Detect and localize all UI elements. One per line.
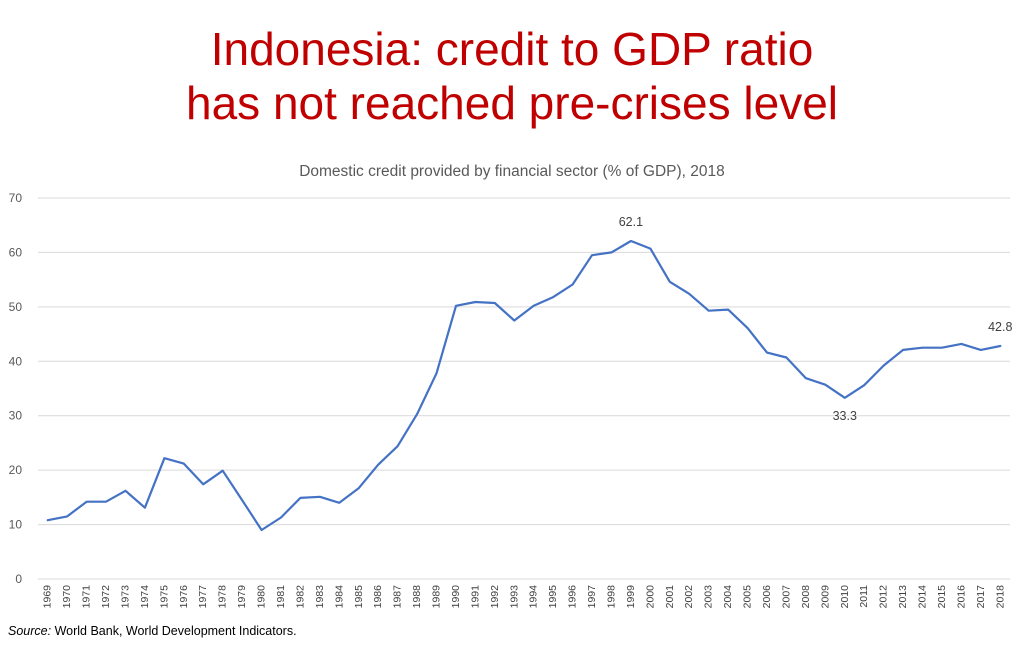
y-tick-label: 50 xyxy=(9,300,23,314)
y-tick-label: 60 xyxy=(9,245,23,259)
x-tick-label: 2002 xyxy=(683,585,695,609)
y-tick-label: 10 xyxy=(9,518,23,532)
x-tick-label: 1991 xyxy=(469,585,481,609)
x-tick-label: 2014 xyxy=(917,585,929,609)
x-tick-label: 2005 xyxy=(742,585,754,609)
x-tick-label: 2008 xyxy=(800,585,812,609)
y-tick-label: 40 xyxy=(9,354,23,368)
source-note: Source: World Bank, World Development In… xyxy=(8,624,297,638)
x-tick-label: 1999 xyxy=(625,585,637,609)
series-layer xyxy=(46,239,1002,532)
x-tick-label: 2006 xyxy=(761,585,773,609)
x-tick-label: 1987 xyxy=(392,585,404,609)
x-tick-label: 1993 xyxy=(508,585,520,609)
x-tick-label: 1985 xyxy=(353,585,365,609)
data-labels: 62.1 33.3 42.8 xyxy=(619,215,1013,423)
x-tick-label: 1974 xyxy=(139,585,151,609)
source-label: Source: xyxy=(8,624,52,638)
x-tick-label: 1990 xyxy=(450,585,462,609)
x-tick-label: 1981 xyxy=(275,585,287,609)
series-line xyxy=(46,239,1002,532)
x-tick-label: 1971 xyxy=(81,585,93,609)
x-tick-label: 1977 xyxy=(197,585,209,609)
x-tick-label: 2009 xyxy=(819,585,831,609)
x-tick-label: 2011 xyxy=(858,585,870,608)
x-tick-label: 1992 xyxy=(489,585,501,609)
slide-title-line-2: has not reached pre-crises level xyxy=(186,77,838,129)
x-tick-label: 1995 xyxy=(547,585,559,609)
gridlines xyxy=(38,197,1010,580)
y-tick-label: 20 xyxy=(9,463,23,477)
x-tick-label: 2017 xyxy=(975,585,987,609)
x-tick-label: 1982 xyxy=(294,585,306,609)
x-tick-label: 1983 xyxy=(314,585,326,609)
slide-title-line-1: Indonesia: credit to GDP ratio xyxy=(210,23,814,75)
x-tick-label: 2003 xyxy=(703,585,715,609)
x-tick-label: 1978 xyxy=(217,585,229,609)
x-tick-label: 2012 xyxy=(878,585,890,609)
x-tick-label: 1984 xyxy=(333,585,345,609)
x-tick-label: 1976 xyxy=(178,585,190,609)
x-tick-label: 1980 xyxy=(256,585,268,609)
x-tick-label: 1972 xyxy=(100,585,112,609)
x-tick-label: 1986 xyxy=(372,585,384,609)
x-tick-label: 1998 xyxy=(605,585,617,609)
x-tick-label: 2015 xyxy=(936,585,948,609)
x-tick-label: 2000 xyxy=(644,585,656,609)
data-label: 62.1 xyxy=(619,215,643,229)
x-tick-label: 1997 xyxy=(586,585,598,609)
x-tick-label: 1989 xyxy=(431,585,443,609)
y-tick-label: 70 xyxy=(9,191,23,205)
x-tick-label: 2001 xyxy=(664,585,676,609)
x-tick-label: 1969 xyxy=(42,585,54,609)
x-tick-label: 2007 xyxy=(780,585,792,609)
chart-title: Domestic credit provided by financial se… xyxy=(299,163,725,180)
line-chart: Domestic credit provided by financial se… xyxy=(9,163,1013,609)
x-tick-label: 1994 xyxy=(528,585,540,609)
data-label: 33.3 xyxy=(833,409,857,423)
x-tick-label: 2016 xyxy=(955,585,967,609)
data-label: 42.8 xyxy=(988,320,1012,334)
x-tick-label: 1988 xyxy=(411,585,423,609)
x-tick-label: 1973 xyxy=(119,585,131,609)
x-tick-label: 2010 xyxy=(839,585,851,609)
x-tick-label: 2013 xyxy=(897,585,909,609)
x-tick-label: 1975 xyxy=(158,585,170,609)
slide-title: Indonesia: credit to GDP ratio has not r… xyxy=(0,22,1024,130)
x-tick-label: 1970 xyxy=(61,585,73,609)
y-tick-label: 0 xyxy=(15,572,22,586)
x-tick-label: 2018 xyxy=(994,585,1006,609)
y-axis-ticks: 0 10 20 30 40 50 60 70 xyxy=(9,191,23,586)
source-text: World Bank, World Development Indicators… xyxy=(51,624,297,638)
x-tick-label: 2004 xyxy=(722,585,734,609)
x-axis-ticks: 1969 1970 1971 1972 1973 1974 1975 1976 1977 1978… xyxy=(42,585,1007,609)
y-tick-label: 30 xyxy=(9,409,23,423)
x-tick-label: 1979 xyxy=(236,585,248,609)
x-tick-label: 1996 xyxy=(567,585,579,609)
